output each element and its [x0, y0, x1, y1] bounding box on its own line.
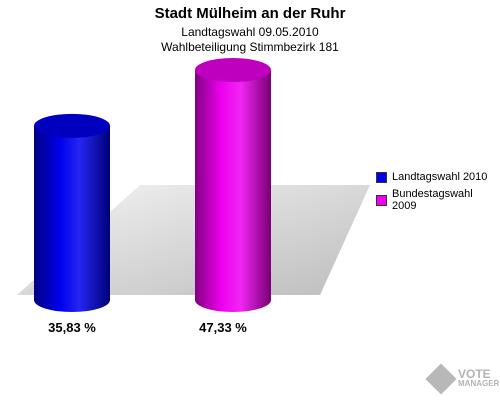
vote-manager-logo-icon — [425, 363, 457, 395]
data-label-landtagswahl: 35,83 % — [48, 320, 96, 335]
legend-swatch-landtagswahl — [376, 171, 387, 183]
data-label-bundestagswahl: 47,33 % — [199, 320, 247, 335]
chart-subtitle: Landtagswahl 09.05.2010 — [181, 25, 319, 39]
chart-subtitle-2: Wahlbeteiligung Stimmbezirk 181 — [161, 40, 339, 54]
bar-landtagswahl — [34, 125, 110, 312]
bar-bundestagswahl — [195, 70, 271, 312]
logo-text-manager: MANAGER — [458, 379, 500, 388]
chart-title: Stadt Mülheim an der Ruhr — [154, 5, 346, 22]
vote-manager-logo: VOTE MANAGER — [425, 363, 500, 395]
legend-label-bundestagswahl: Bundestagswahl 2009 — [391, 188, 473, 212]
legend-label-landtagswahl: Landtagswahl 2010 — [392, 171, 488, 183]
legend-item-bundestagswahl: Bundestagswahl 2009 — [376, 188, 500, 212]
legend-item-landtagswahl: Landtagswahl 2010 — [376, 171, 487, 183]
logo-text-vote: VOTE — [458, 367, 491, 381]
bar-top-bundestagswahl — [195, 58, 271, 82]
legend-swatch-bundestagswahl — [376, 194, 387, 206]
bar-top-landtagswahl — [34, 113, 110, 138]
